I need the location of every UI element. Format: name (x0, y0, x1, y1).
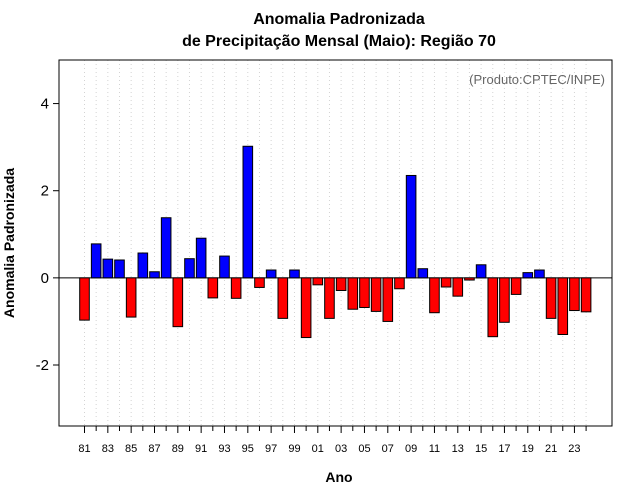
y-tick-label: 2 (41, 183, 49, 200)
x-tick-label: 05 (358, 443, 370, 455)
gridlines (84, 60, 587, 426)
x-tick-label: 91 (195, 443, 207, 455)
x-tick-label: 23 (568, 443, 580, 455)
x-axis-label: Ano (325, 469, 352, 485)
x-tick-label: 01 (312, 443, 324, 455)
x-tick-label: 19 (522, 443, 534, 455)
x-tick-label: 89 (172, 443, 184, 455)
bar-85 (125, 277, 137, 318)
bar-20 (534, 269, 545, 279)
x-tick-label: 15 (475, 443, 487, 455)
bar-10 (417, 268, 429, 279)
bar-98 (277, 277, 289, 319)
x-tick-label: 21 (545, 443, 557, 455)
x-tick-label: 85 (125, 443, 137, 455)
bar-22 (557, 277, 569, 336)
bar-94 (230, 277, 242, 299)
bar-88 (160, 217, 172, 279)
bar-83 (102, 258, 114, 279)
bar-03 (335, 277, 347, 291)
bar-93 (219, 255, 230, 279)
bar-91 (195, 237, 207, 279)
x-axis: 81 83 85 87 89 91 93 95 97 99 01 03 05 07 09 11 13 15 17 19… (78, 426, 587, 455)
x-tick-label: 99 (288, 443, 300, 455)
bar-05 (359, 277, 370, 308)
bar-23 (569, 277, 580, 312)
bar-04 (347, 277, 359, 310)
y-axis: -2 0 2 4 (36, 96, 59, 374)
x-tick-label: 97 (265, 443, 277, 455)
bar-15 (475, 264, 487, 279)
chart-title-line-1: Anomalia Padronizada (253, 11, 425, 28)
bar-19 (522, 272, 534, 279)
bar-00 (300, 277, 312, 339)
bar-18 (510, 277, 522, 295)
bar-11 (429, 277, 440, 314)
y-tick-label: 0 (41, 270, 49, 287)
bar-08 (394, 277, 405, 290)
bar-24 (580, 277, 592, 313)
bars (79, 145, 592, 339)
bar-12 (440, 277, 452, 288)
bar-14 (464, 277, 475, 281)
bar-06 (370, 277, 382, 312)
bar-87 (149, 271, 160, 279)
bar-99 (289, 269, 300, 279)
bar-17 (499, 277, 510, 323)
bar-84 (114, 259, 125, 279)
x-tick-label: 11 (429, 443, 440, 455)
bar-09 (405, 174, 417, 279)
x-tick-label: 95 (242, 443, 254, 455)
x-tick-label: 83 (102, 443, 114, 455)
bar-86 (137, 252, 149, 279)
bar-90 (184, 258, 195, 279)
bar-92 (207, 277, 219, 299)
bar-97 (265, 269, 277, 279)
bar-01 (312, 277, 324, 286)
plot-frame (58, 59, 613, 427)
bar-96 (254, 277, 265, 288)
chart-title-line-2: de Precipitação Mensal (Maio): Região 70 (182, 33, 496, 50)
y-axis-label: Anomalia Padronizada (1, 168, 17, 318)
y-tick-label: -2 (36, 357, 49, 374)
bar-81 (79, 277, 90, 321)
bar-07 (382, 277, 394, 322)
x-tick-label: 07 (382, 443, 394, 455)
bar-95 (242, 145, 254, 279)
source-annotation: (Produto:CPTEC/INPE) (469, 72, 605, 87)
x-tick-label: 09 (405, 443, 417, 455)
bar-21 (545, 277, 557, 319)
bar-13 (452, 277, 464, 297)
bar-82 (90, 243, 102, 279)
x-tick-label: 17 (498, 443, 510, 455)
x-tick-label: 13 (452, 443, 464, 455)
bar-16 (487, 277, 499, 338)
x-tick-label: 81 (78, 443, 90, 455)
bar-89 (172, 277, 184, 328)
bar-02 (324, 277, 335, 319)
x-tick-label: 87 (148, 443, 160, 455)
y-tick-label: 4 (41, 96, 49, 113)
x-tick-label: 93 (218, 443, 230, 455)
x-tick-label: 03 (335, 443, 347, 455)
